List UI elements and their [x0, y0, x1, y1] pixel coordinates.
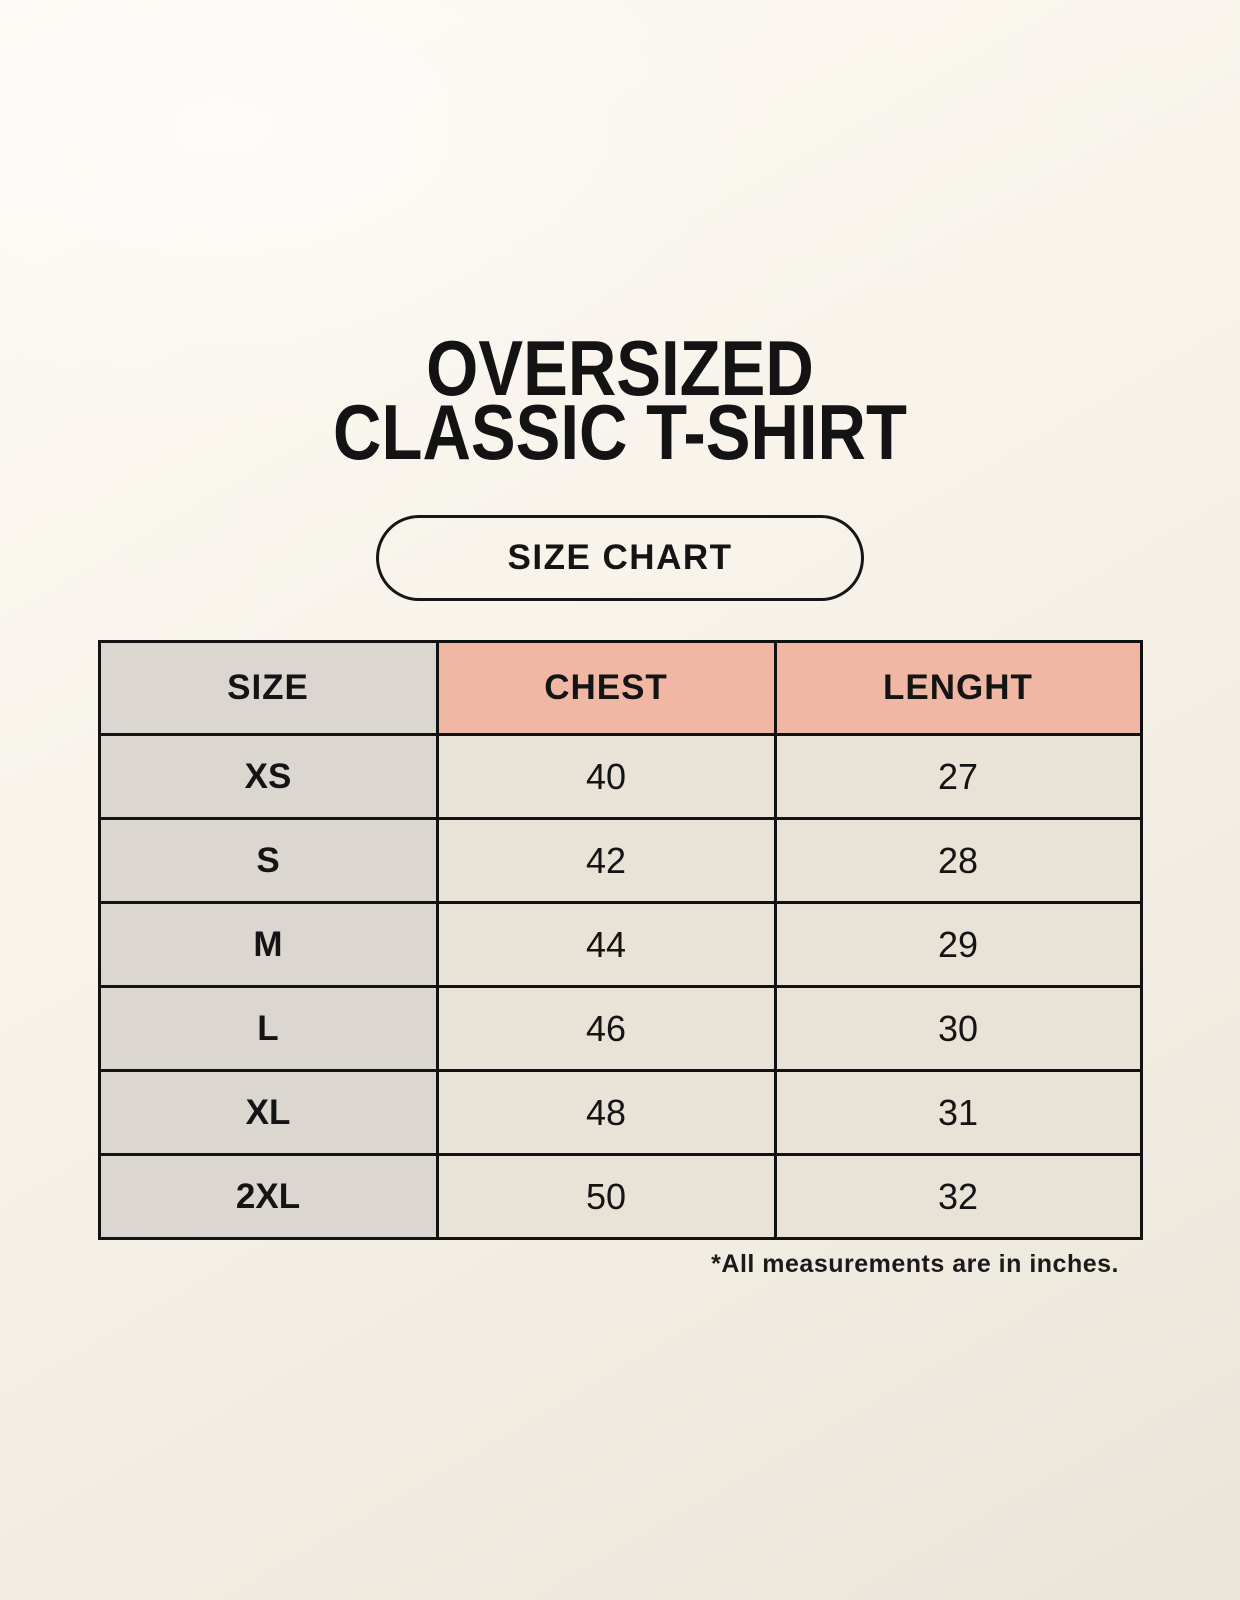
chest-cell: 42 [435, 817, 777, 904]
length-cell: 31 [773, 1069, 1143, 1156]
table-row: XS 40 27 [97, 733, 1143, 820]
length-cell: 32 [773, 1153, 1143, 1240]
table-row: 2XL 50 32 [97, 1153, 1143, 1240]
size-cell: XL [97, 1069, 439, 1156]
measurements-footnote: *All measurements are in inches. [711, 1250, 1119, 1278]
page-title: OVERSIZED CLASSIC T-SHIRT [87, 0, 1153, 476]
length-cell: 29 [773, 901, 1143, 988]
column-header-chest: CHEST [435, 640, 777, 736]
chest-cell: 48 [435, 1069, 777, 1156]
column-header-size: SIZE [97, 640, 439, 736]
size-cell: M [97, 901, 439, 988]
length-cell: 28 [773, 817, 1143, 904]
column-header-length: LENGHT [773, 640, 1143, 736]
table-header-row: SIZE CHEST LENGHT [97, 640, 1143, 736]
page-title-line-2: CLASSIC T-SHIRT [333, 388, 907, 476]
size-chart-table: SIZE CHEST LENGHT XS 40 27 S 42 28 M 44 … [97, 640, 1143, 1240]
size-cell: L [97, 985, 439, 1072]
table-row: M 44 29 [97, 901, 1143, 988]
size-cell: S [97, 817, 439, 904]
size-chart-button-label: SIZE CHART [507, 538, 733, 577]
table-row: L 46 30 [97, 985, 1143, 1072]
length-cell: 30 [773, 985, 1143, 1072]
length-cell: 27 [773, 733, 1143, 820]
chest-cell: 46 [435, 985, 777, 1072]
chest-cell: 50 [435, 1153, 777, 1240]
size-cell: 2XL [97, 1153, 439, 1240]
size-cell: XS [97, 733, 439, 820]
chest-cell: 40 [435, 733, 777, 820]
page-title-line-1: OVERSIZED [426, 324, 814, 412]
table-row: XL 48 31 [97, 1069, 1143, 1156]
size-chart-button[interactable]: SIZE CHART [376, 515, 864, 601]
chest-cell: 44 [435, 901, 777, 988]
table-row: S 42 28 [97, 817, 1143, 904]
